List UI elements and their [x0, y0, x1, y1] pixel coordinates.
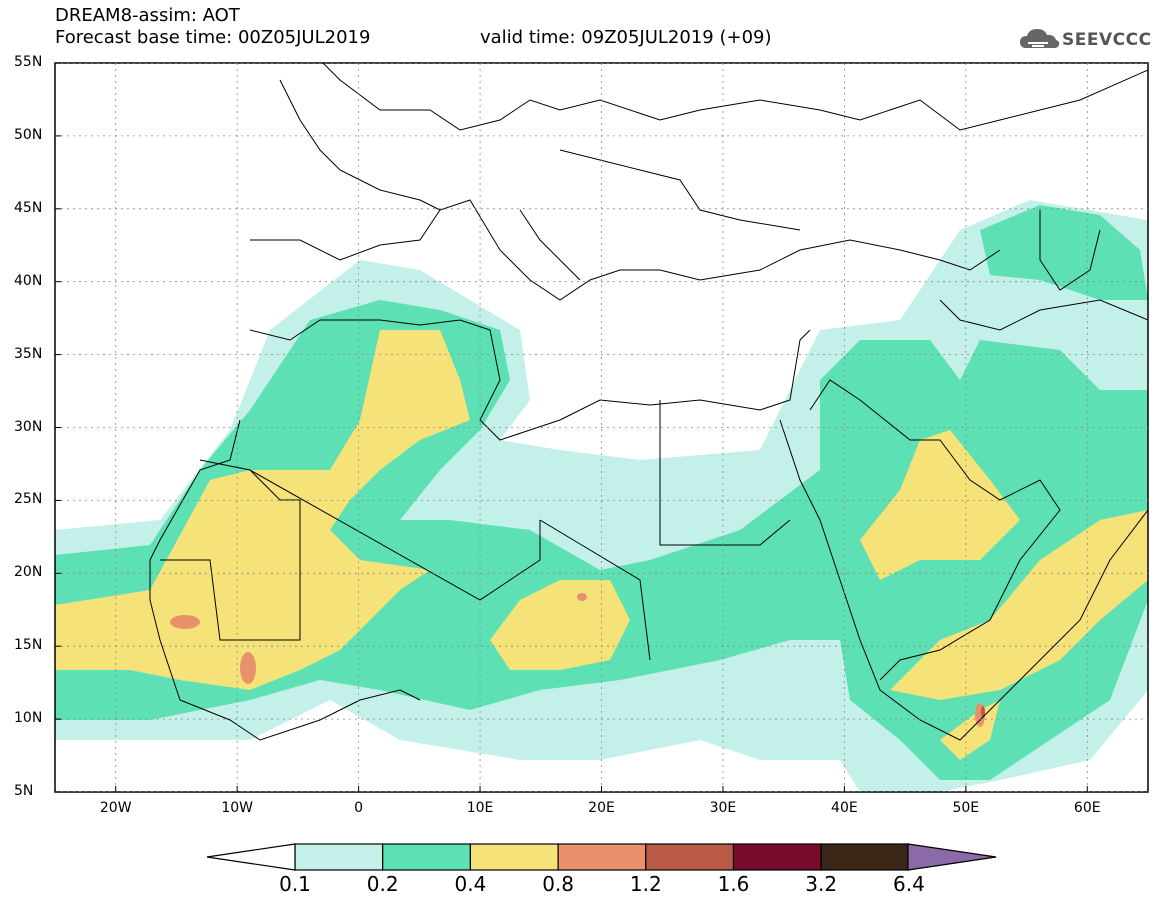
logo-text: SEEVCCC — [1062, 30, 1152, 50]
lat-label: 40N — [14, 272, 43, 289]
seevccc-logo: SEEVCCC — [1018, 24, 1158, 56]
lon-label: 60E — [1073, 800, 1101, 816]
product-title: DREAM8-assim: AOT — [55, 5, 240, 26]
colorbar-segment — [732, 843, 822, 871]
colorbar-segment — [382, 843, 472, 871]
lat-label: 5N — [14, 783, 34, 799]
lon-label: 10W — [221, 800, 253, 816]
lat-label: 45N — [14, 199, 43, 216]
colorbar-segment — [820, 843, 910, 871]
lat-label: 10N — [14, 710, 43, 727]
colorbar-label: 0.1 — [279, 872, 311, 896]
lon-label: 10E — [466, 800, 494, 816]
graticule — [55, 63, 1148, 792]
lat-label: 30N — [14, 418, 43, 435]
axis-ticks — [55, 62, 1088, 793]
colorbar-segment — [645, 843, 735, 871]
lat-label: 35N — [14, 345, 43, 362]
valid-time: valid time: 09Z05JUL2019 (+09) — [480, 27, 772, 48]
lat-label: 25N — [14, 491, 43, 508]
colorbar-label: 0.2 — [366, 872, 399, 896]
lon-label: 30E — [709, 800, 737, 816]
colorbar-label: 6.4 — [892, 872, 925, 896]
colorbar-label: 0.8 — [542, 872, 574, 896]
lat-label: 20N — [14, 564, 43, 581]
lat-label: 55N — [14, 54, 43, 70]
lon-label: 0 — [354, 800, 364, 816]
colorbar-low-arrow — [206, 843, 296, 871]
colorbar-segment — [557, 843, 647, 871]
lat-label: 15N — [14, 637, 43, 654]
colorbar-label: 0.4 — [454, 872, 487, 896]
lat-label: 50N — [14, 126, 43, 143]
cloud-icon — [1020, 29, 1060, 48]
colorbar-label: 3.2 — [805, 872, 838, 896]
forecast-base-time: Forecast base time: 00Z05JUL2019 — [55, 27, 371, 48]
coastlines-borders — [149, 63, 1148, 741]
lon-label: 40E — [831, 800, 858, 816]
colorbar-segment — [294, 843, 384, 871]
lon-label: 50E — [952, 800, 980, 816]
colorbar-label: 1.6 — [717, 872, 750, 896]
lon-label: 20W — [99, 800, 132, 816]
lon-label: 20E — [588, 800, 615, 816]
colorbar-high-arrow — [907, 843, 997, 871]
colorbar-label: 1.2 — [629, 872, 662, 896]
colorbar-segment — [469, 843, 559, 871]
